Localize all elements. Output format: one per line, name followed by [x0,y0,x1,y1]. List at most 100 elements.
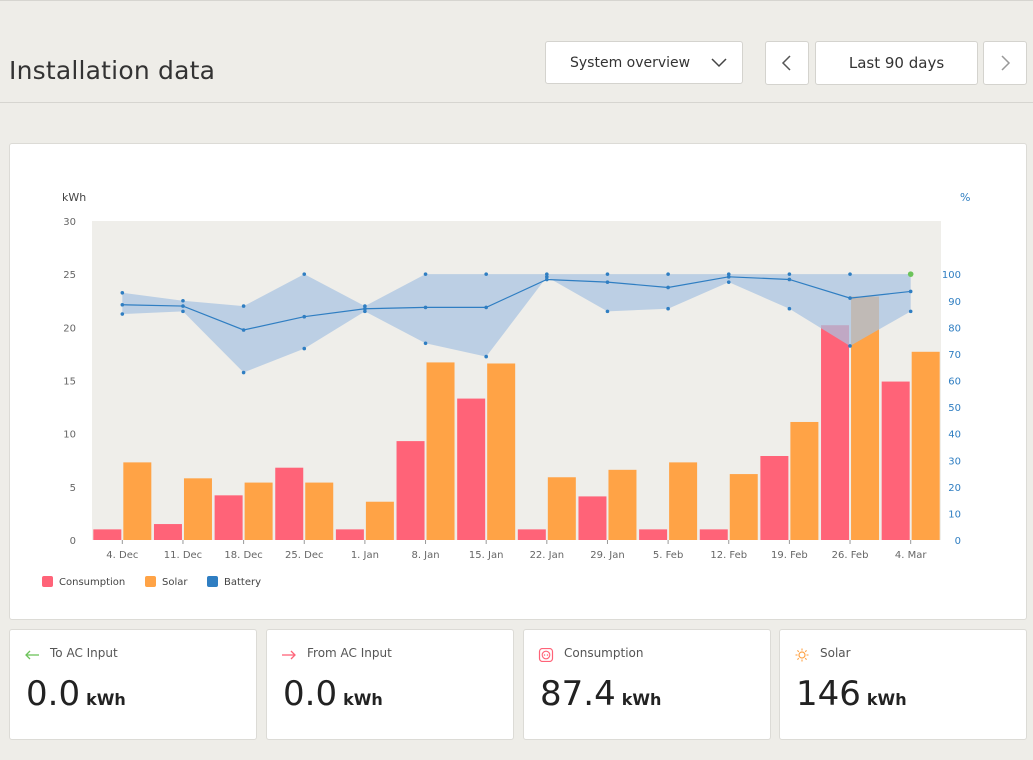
battery-min-point [484,354,488,359]
y-right-axis-label: % [960,191,970,204]
battery-max-point [848,272,852,276]
y-left-tick-label: 25 [63,270,76,281]
installation-chart: kWh % 0 5 10 15 20 25 30 0 10 20 30 40 50 60 70 80 90 100… [62,191,970,561]
y-right-tick-label: 60 [948,377,961,388]
solar-bar [487,363,516,540]
stat-consumption: Consumption 87.4 kWh [523,629,771,740]
consumption-bar [275,467,304,540]
x-tick-label: 19. Feb [771,550,808,561]
battery-max-point [787,272,792,276]
y-right-tick-label: 80 [948,323,961,334]
solar-bar [911,351,940,540]
y-left-tick-label: 30 [63,217,76,228]
arrow-right-icon [282,650,296,660]
legend-item-solar[interactable]: Solar [145,576,187,588]
battery-max-point [241,304,246,308]
consumption-bar [578,496,607,540]
solar-bar [790,421,819,540]
battery-point [545,277,549,282]
legend-label-consumption: Consumption [59,577,126,588]
battery-point [363,306,367,311]
stat-value: 0.0 [26,674,81,714]
battery-latest-point [907,271,914,277]
stat-label: To AC Input [50,646,118,660]
next-period-button[interactable] [983,41,1027,85]
consumption-bar [396,441,425,540]
consumption-bar [699,529,728,540]
battery-range-band [122,274,911,373]
battery-min-point [787,306,792,311]
x-tick-label: 15. Jan [469,550,504,561]
x-tick-label: 22. Jan [530,550,565,561]
battery-max-point [423,272,428,276]
battery-min-point [908,309,913,314]
date-range-label: Last 90 days [815,41,978,85]
battery-min-point [726,280,731,284]
y-right-tick-label: 70 [948,350,961,361]
x-tick-label: 5. Feb [653,550,683,561]
legend-item-battery[interactable]: Battery [207,576,261,588]
consumption-bar [214,495,243,540]
solar-bar [426,362,455,540]
solar-bar [365,501,394,540]
stat-unit: kWh [866,690,907,709]
battery-point [908,289,913,294]
y-right-tick-label: 50 [948,403,961,414]
y-left-tick-label: 20 [63,323,76,334]
chevron-down-icon [711,58,727,68]
battery-point [120,302,125,307]
battery-max-point [545,272,549,276]
battery-min-point [302,346,307,351]
y-right-tick-label: 30 [948,456,961,467]
stat-value-row: 0.0 kWh [283,674,383,714]
solar-bar [729,474,758,540]
y-left-axis-label: kWh [62,191,86,204]
consumption-bar [153,524,182,540]
battery-max-point [363,304,367,308]
chevron-left-icon [781,55,791,71]
stat-value: 87.4 [540,674,616,714]
battery-min-point [181,309,185,314]
stat-to-ac-input: To AC Input 0.0 kWh [9,629,257,740]
battery-point [605,280,610,284]
battery-min-point [666,306,670,311]
stat-unit: kWh [621,690,662,709]
stat-label: From AC Input [307,646,392,660]
battery-point [302,314,307,319]
consumption-bar [335,529,364,540]
stat-label: Consumption [564,646,644,660]
x-tick-label: 29. Jan [590,550,625,561]
consumption-bar [821,325,850,540]
stat-value: 146 [796,674,861,714]
battery-max-point [484,272,488,276]
y-left-tick-label: 5 [70,483,76,494]
x-tick-label: 25. Dec [285,550,323,561]
previous-period-button[interactable] [765,41,809,85]
x-tick-label: 1. Jan [351,550,379,561]
view-select[interactable]: System overview [545,41,743,84]
solar-bar [305,482,334,540]
stat-value-row: 0.0 kWh [26,674,126,714]
y-left-tick-label: 10 [63,430,76,441]
y-right-tick-label: 20 [948,483,961,494]
stat-label: Solar [820,646,851,660]
consumption-bar [881,381,910,540]
view-select-value: System overview [570,55,691,71]
battery-min-point [120,312,125,316]
battery-max-point [726,272,731,276]
battery-min-point [241,370,246,375]
x-tick-label: 8. Jan [411,550,439,561]
consumption-bar [93,529,122,540]
stat-unit: kWh [343,690,383,709]
header-divider [0,102,1033,103]
legend-item-consumption[interactable]: Consumption [42,576,125,588]
battery-max-point [605,272,610,276]
top-border [0,0,1033,1]
stat-value-row: 87.4 kWh [540,674,661,714]
page-title: Installation data [9,56,216,85]
battery-point [484,305,488,310]
legend-swatch-battery [207,576,218,587]
x-tick-label: 26. Feb [832,550,869,561]
battery-max-point [181,298,185,303]
consumption-bar [639,529,668,540]
